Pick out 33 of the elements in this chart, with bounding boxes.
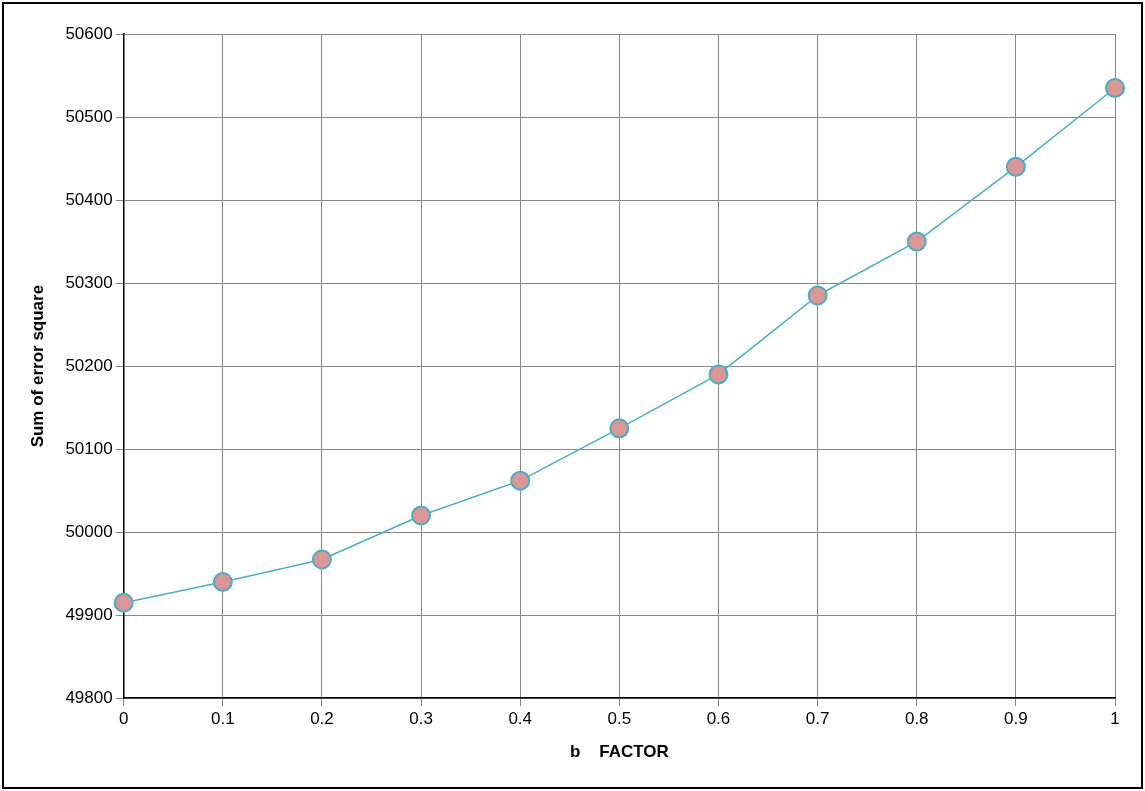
point bbox=[311, 549, 332, 570]
point bbox=[1105, 77, 1125, 98]
x-tick-label: 0.5 bbox=[607, 709, 632, 729]
x-tick-label: 1 bbox=[1110, 709, 1120, 729]
x-tick-label: 0.4 bbox=[508, 709, 533, 729]
x-tick-label: 0.1 bbox=[210, 709, 235, 729]
x-tick-label: 0 bbox=[118, 709, 129, 729]
point bbox=[906, 231, 927, 252]
y-tick-label: 49900 bbox=[65, 604, 113, 624]
point bbox=[212, 571, 233, 592]
y-axis-title: Sum of error square bbox=[27, 284, 47, 448]
point bbox=[113, 592, 134, 613]
point bbox=[708, 364, 729, 385]
y-tick-label: 50400 bbox=[65, 189, 113, 209]
y-tick-label: 50000 bbox=[65, 521, 113, 541]
point bbox=[807, 285, 828, 306]
x-tick-label: 0.9 bbox=[1004, 709, 1028, 729]
x-tick-label: 0.8 bbox=[904, 709, 929, 729]
point bbox=[609, 418, 630, 439]
point bbox=[1005, 156, 1026, 177]
y-tick-label: 50500 bbox=[65, 106, 113, 126]
x-tick-label: 0.6 bbox=[706, 709, 731, 729]
y-tick-label: 50300 bbox=[65, 272, 113, 292]
y-tick-label: 49800 bbox=[65, 687, 113, 707]
x-tick-label: 0.2 bbox=[310, 709, 334, 729]
y-tick-label: 50100 bbox=[65, 438, 113, 458]
point bbox=[411, 505, 432, 526]
x-axis-title: b FACTOR bbox=[569, 742, 669, 762]
y-tick-label: 50200 bbox=[65, 355, 113, 375]
x-tick-label: 0.3 bbox=[409, 709, 433, 729]
x-tick-label: 0.7 bbox=[805, 709, 830, 729]
y-tick-label: 50600 bbox=[65, 23, 113, 43]
point bbox=[510, 470, 531, 491]
